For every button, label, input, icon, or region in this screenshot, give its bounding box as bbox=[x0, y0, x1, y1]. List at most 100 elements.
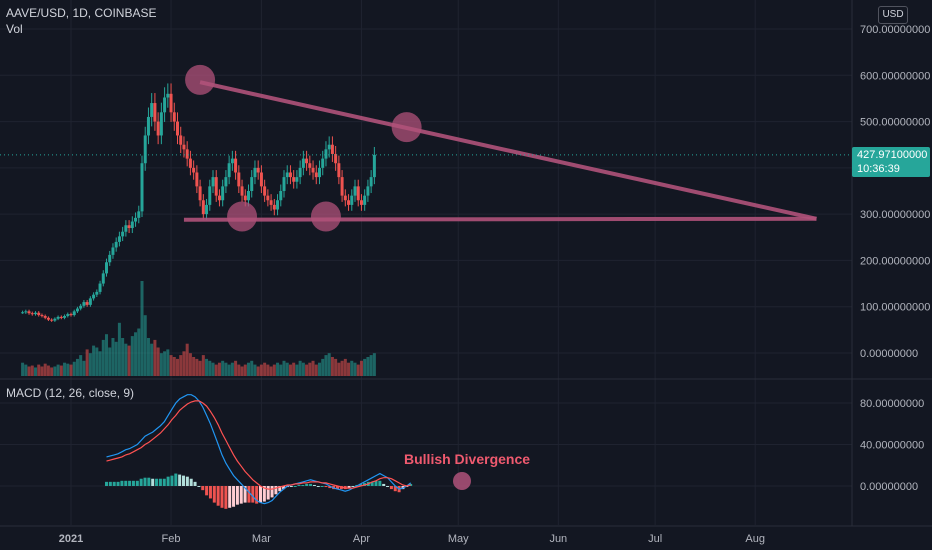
volume-bar bbox=[53, 366, 57, 376]
volume-bar bbox=[227, 364, 231, 376]
candle-body bbox=[43, 315, 47, 318]
volume-bar bbox=[221, 360, 225, 376]
volume-bar bbox=[334, 358, 338, 376]
candle-body bbox=[269, 200, 273, 205]
macd-tick-label: 40.00000000 bbox=[860, 440, 924, 452]
macd-histogram-bar bbox=[235, 486, 239, 505]
price-tick-label: 200.00000000 bbox=[860, 255, 930, 267]
volume-bar bbox=[237, 364, 241, 376]
volume-bar bbox=[230, 362, 234, 376]
volume-bar bbox=[185, 343, 189, 376]
candle-body bbox=[234, 158, 238, 173]
candle-body bbox=[343, 195, 347, 201]
macd-histogram-bar bbox=[112, 481, 116, 486]
volume-bar bbox=[314, 364, 318, 376]
volume-bar bbox=[243, 364, 247, 376]
volume-label: Vol bbox=[6, 22, 23, 36]
volume-bar bbox=[266, 364, 270, 376]
volume-bar bbox=[63, 362, 67, 376]
candle-body bbox=[159, 112, 163, 136]
bar-countdown: 10:36:39 bbox=[857, 163, 900, 175]
candle-body bbox=[353, 186, 357, 196]
pattern-point-marker bbox=[185, 64, 216, 95]
candle-body bbox=[114, 241, 118, 248]
macd-histogram-bar bbox=[166, 476, 170, 486]
candle-body bbox=[63, 315, 67, 318]
volume-bar bbox=[130, 336, 134, 376]
volume-bar bbox=[75, 358, 79, 376]
macd-histogram-bar bbox=[212, 486, 216, 503]
macd-histogram-bar bbox=[135, 480, 139, 486]
candle-body bbox=[40, 315, 44, 317]
macd-histogram-bar bbox=[393, 486, 397, 492]
macd-histogram-bar bbox=[274, 486, 278, 495]
candle-body bbox=[301, 158, 305, 168]
candle-body bbox=[224, 177, 228, 187]
candle-body bbox=[330, 144, 334, 154]
candle-body bbox=[363, 195, 367, 205]
volume-bar bbox=[259, 364, 263, 376]
macd-histogram-bar bbox=[278, 486, 282, 492]
signal-line bbox=[106, 400, 411, 490]
volume-bar bbox=[101, 339, 105, 376]
pattern-point-marker bbox=[391, 112, 422, 143]
price-tick-label: 600.00000000 bbox=[860, 70, 930, 82]
candle-body bbox=[327, 144, 331, 150]
macd-histogram-bar bbox=[262, 486, 266, 502]
volume-bar bbox=[327, 353, 331, 376]
volume-bar bbox=[201, 355, 205, 376]
volume-bar bbox=[369, 355, 373, 376]
last-price-tag: 427.97100000 10:36:39 bbox=[852, 147, 930, 177]
candle-body bbox=[66, 314, 70, 316]
macd-histogram-bar bbox=[289, 486, 293, 487]
candle-body bbox=[369, 177, 373, 187]
volume-bar bbox=[288, 364, 292, 376]
volume-bar bbox=[308, 362, 312, 376]
candle-body bbox=[227, 163, 231, 178]
divergence-marker bbox=[453, 472, 471, 490]
volume-bar bbox=[240, 366, 244, 376]
candle-body bbox=[337, 163, 341, 178]
volume-bar bbox=[211, 362, 215, 376]
volume-bar bbox=[37, 364, 41, 376]
candle-body bbox=[46, 317, 50, 320]
candle-body bbox=[305, 158, 309, 164]
volume-bar bbox=[30, 365, 34, 376]
volume-bar bbox=[140, 281, 144, 376]
candle-body bbox=[188, 158, 192, 168]
macd-histogram-bar bbox=[359, 483, 363, 486]
candle-body bbox=[127, 225, 131, 229]
volume-bar bbox=[59, 365, 63, 376]
candle-body bbox=[117, 236, 121, 242]
volume-bar bbox=[95, 347, 99, 376]
candle-body bbox=[69, 314, 73, 316]
candle-body bbox=[95, 291, 99, 295]
volume-bar bbox=[121, 338, 125, 376]
macd-histogram-bar bbox=[143, 477, 147, 486]
pattern-point-marker bbox=[227, 201, 258, 232]
candle-body bbox=[250, 177, 254, 191]
volume-bar bbox=[330, 357, 334, 376]
currency-button[interactable]: USD bbox=[878, 6, 908, 24]
volume-bar bbox=[214, 364, 218, 376]
volume-bar bbox=[208, 360, 212, 376]
time-tick-label: Mar bbox=[252, 533, 271, 545]
candle-body bbox=[53, 318, 57, 321]
candle-body bbox=[253, 167, 257, 178]
candle-body bbox=[27, 311, 31, 314]
candle-body bbox=[350, 195, 354, 205]
candle-body bbox=[156, 121, 160, 136]
candles[interactable] bbox=[21, 83, 376, 322]
candle-body bbox=[153, 103, 157, 122]
volume-bar bbox=[298, 360, 302, 376]
volume-bar bbox=[166, 349, 170, 376]
last-price: 427.97100000 bbox=[857, 149, 928, 161]
volume-bar bbox=[43, 363, 47, 376]
candle-body bbox=[124, 225, 128, 232]
macd-histogram-bar bbox=[224, 486, 228, 509]
candle-body bbox=[256, 167, 260, 173]
candle-body bbox=[198, 186, 202, 201]
volume-bar bbox=[34, 367, 37, 376]
candle-body bbox=[98, 283, 102, 292]
candle-body bbox=[266, 195, 270, 201]
